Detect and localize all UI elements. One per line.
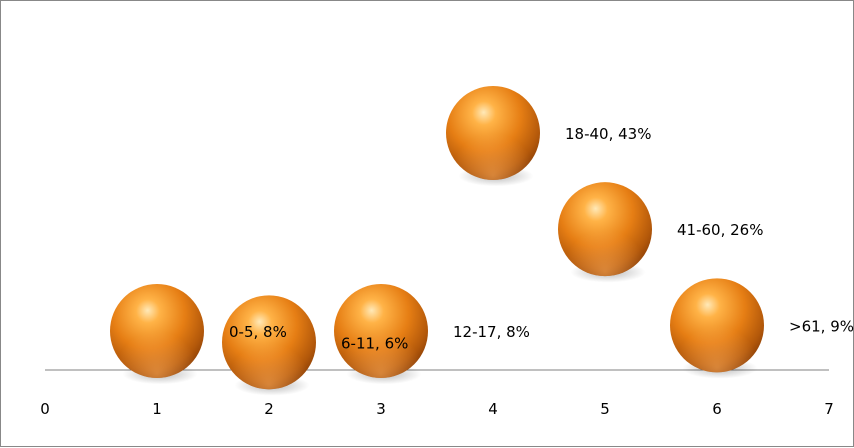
x-tick-label: 7 <box>824 400 834 418</box>
x-tick-label: 6 <box>712 400 722 418</box>
x-tick-label: 3 <box>376 400 386 418</box>
bubble-series <box>110 86 764 396</box>
data-label: 18-40, 43% <box>565 125 651 143</box>
x-tick-label: 5 <box>600 400 610 418</box>
data-label: 41-60, 26% <box>677 221 763 239</box>
data-label: 12-17, 8% <box>453 323 530 341</box>
data-label: >61, 9% <box>789 317 854 335</box>
x-tick-label: 2 <box>264 400 274 418</box>
bubble-point <box>558 182 652 283</box>
data-label: 6-11, 6% <box>341 334 408 352</box>
bubble-point <box>222 295 316 396</box>
x-tick-label: 1 <box>152 400 162 418</box>
bubble-point <box>446 86 540 187</box>
x-tick-label: 4 <box>488 400 498 418</box>
bubble-point <box>334 284 428 385</box>
x-tick-label: 0 <box>40 400 50 418</box>
x-axis-tick-labels: 0 1 2 3 4 5 6 7 <box>40 400 834 418</box>
data-label: 0-5, 8% <box>229 323 287 341</box>
bubble-point <box>110 284 204 385</box>
bubble-point <box>670 278 764 379</box>
data-labels: 0-5, 8% 6-11, 6% 12-17, 8% 18-40, 43% 41-60,… <box>229 125 854 352</box>
